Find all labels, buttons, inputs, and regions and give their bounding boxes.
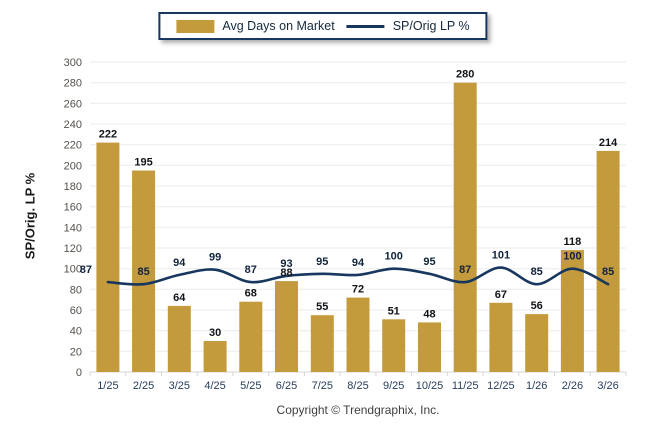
bar-value-label: 64 (173, 292, 186, 304)
bar-value-label: 195 (134, 157, 152, 169)
x-tick-label: 1/26 (526, 380, 547, 392)
legend-item-bar: Avg Days on Market (176, 19, 335, 33)
x-tick-label: 12/25 (487, 380, 515, 392)
bar (132, 170, 156, 372)
bar-value-label: 72 (352, 284, 364, 296)
line-value-label: 95 (316, 256, 328, 268)
y-tick-label: 80 (70, 284, 82, 296)
bar (418, 322, 441, 372)
legend: Avg Days on Market SP/Orig LP % (158, 12, 488, 40)
x-tick-label: 3/26 (597, 380, 618, 392)
y-tick-label: 180 (64, 181, 82, 193)
line-value-label: 87 (459, 264, 471, 276)
bar-value-label: 67 (495, 289, 507, 301)
bar (489, 302, 513, 372)
trend-line (106, 266, 610, 286)
line-value-label: 94 (173, 257, 186, 269)
x-tick-label: 9/25 (383, 380, 404, 392)
line-value-label: 93 (280, 258, 292, 270)
y-tick-label: 260 (64, 98, 82, 110)
y-tick-label: 40 (70, 326, 82, 338)
line-value-label: 100 (563, 251, 581, 263)
line-value-label: 100 (385, 251, 403, 263)
bar-value-label: 214 (599, 137, 618, 149)
x-tick-label: 7/25 (312, 380, 333, 392)
y-tick-label: 200 (64, 160, 82, 172)
y-tick-label: 100 (64, 264, 82, 276)
bar (310, 315, 334, 372)
x-tick-label: 11/25 (452, 380, 479, 392)
bar (203, 341, 227, 372)
y-tick-label: 0 (76, 367, 82, 379)
x-tick-label: 5/25 (240, 380, 261, 392)
x-tick-label: 1/25 (97, 380, 118, 392)
bar-value-label: 30 (209, 327, 221, 339)
legend-label-bar: Avg Days on Market (222, 19, 335, 33)
y-tick-label: 240 (64, 119, 82, 131)
bar-value-label: 68 (245, 288, 257, 300)
line-value-label: 87 (80, 264, 92, 276)
bar (596, 150, 620, 372)
y-tick-label: 220 (64, 140, 82, 152)
y-tick-label: 60 (70, 305, 82, 317)
y-tick-label: 160 (64, 202, 82, 214)
x-tick-label: 6/25 (276, 380, 297, 392)
x-tick-label: 2/26 (562, 380, 583, 392)
bar-swatch-icon (176, 19, 215, 33)
line-swatch-icon (346, 24, 385, 28)
line-value-label: 95 (423, 256, 435, 268)
y-axis-title: SP/Orig. LP % (22, 172, 38, 260)
bar (346, 297, 370, 372)
x-tick-label: 2/25 (133, 380, 154, 392)
bar (525, 314, 549, 372)
bar (167, 305, 191, 372)
line-value-label: 85 (531, 266, 543, 278)
y-tick-label: 280 (64, 78, 82, 90)
bar-value-label: 118 (564, 236, 582, 248)
bar (239, 301, 263, 372)
bar-value-label: 280 (456, 69, 474, 81)
bar-value-label: 222 (99, 129, 117, 141)
bar (96, 142, 120, 372)
y-tick-label: 140 (64, 222, 82, 234)
bar (560, 250, 584, 372)
x-tick-label: 3/25 (169, 380, 190, 392)
line-value-label: 85 (602, 266, 614, 278)
y-tick-label: 20 (70, 346, 82, 358)
bar (453, 82, 477, 372)
legend-item-line: SP/Orig LP % (346, 19, 470, 33)
bar-value-label: 55 (316, 301, 328, 313)
line-value-label: 87 (245, 264, 257, 276)
bar-value-label: 48 (423, 308, 435, 320)
bar-value-label: 88 (280, 267, 292, 279)
y-tick-label: 300 (64, 57, 82, 69)
y-tick-label: 120 (64, 243, 82, 255)
line-value-label: 94 (352, 257, 365, 269)
bar-value-label: 51 (388, 305, 400, 317)
x-tick-label: 10/25 (416, 380, 444, 392)
x-tick-label: 8/25 (347, 380, 368, 392)
bar-value-label: 56 (531, 300, 543, 312)
line-value-label: 99 (209, 252, 221, 264)
line-value-label: 85 (137, 266, 149, 278)
bar (382, 319, 406, 372)
x-tick-label: 4/25 (204, 380, 225, 392)
legend-label-line: SP/Orig LP % (392, 19, 470, 33)
bar (275, 281, 298, 372)
copyright-text: Copyright © Trendgraphix, Inc. (276, 403, 440, 417)
line-value-label: 101 (492, 250, 510, 262)
